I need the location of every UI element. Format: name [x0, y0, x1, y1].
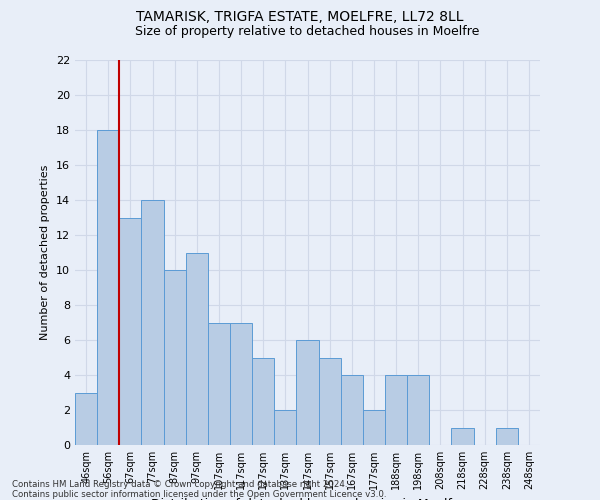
Bar [164, 270, 186, 445]
Bar [119, 218, 142, 445]
Title: Size of property relative to detached houses in Moelfre: Size of property relative to detached ho… [136, 25, 479, 38]
Bar [97, 130, 119, 445]
Bar [252, 358, 274, 445]
Text: Contains public sector information licensed under the Open Government Licence v3: Contains public sector information licen… [12, 490, 386, 499]
Bar [363, 410, 385, 445]
Text: Contains HM Land Registry data © Crown copyright and database right 2024.: Contains HM Land Registry data © Crown c… [12, 480, 347, 489]
Y-axis label: Number of detached properties: Number of detached properties [40, 165, 50, 340]
Bar [208, 322, 230, 445]
Bar [186, 252, 208, 445]
Bar [142, 200, 164, 445]
Bar [496, 428, 518, 445]
Bar [319, 358, 341, 445]
Bar [230, 322, 252, 445]
Bar [75, 392, 97, 445]
Bar [407, 375, 429, 445]
Text: TAMARISK, TRIGFA ESTATE, MOELFRE, LL72 8LL: TAMARISK, TRIGFA ESTATE, MOELFRE, LL72 8… [136, 10, 464, 24]
Bar [274, 410, 296, 445]
X-axis label: Distribution of detached houses by size in Moelfre: Distribution of detached houses by size … [151, 498, 464, 500]
Bar [451, 428, 473, 445]
Bar [385, 375, 407, 445]
Bar [296, 340, 319, 445]
Bar [341, 375, 363, 445]
